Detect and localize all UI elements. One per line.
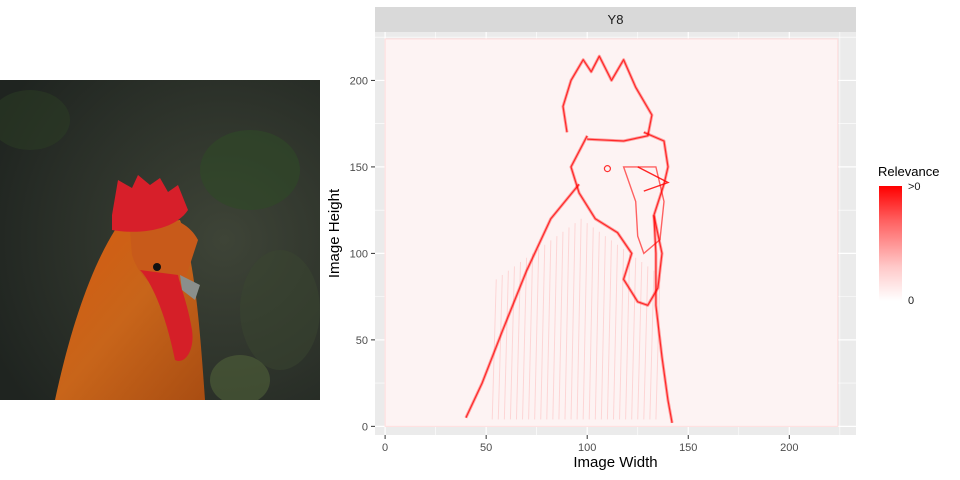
x-tick-label: 200 [780,442,798,454]
facet-strip: Y8 [375,7,856,32]
legend-max-label: >0 [908,181,921,193]
y-tick-label: 200 [350,75,368,87]
feather-texture [631,257,637,420]
feather-texture [558,231,564,420]
relevance-heatmap [384,38,839,427]
x-tick-label: 0 [382,442,388,454]
feather-texture [637,262,643,420]
y-tick-label: 0 [362,421,368,433]
facet-label: Y8 [607,12,624,27]
y-tick-label: 100 [350,248,368,260]
feather-texture [552,236,558,420]
feather-texture [600,236,606,420]
feather-texture [619,249,625,420]
x-tick-label: 50 [480,442,492,454]
feather-texture [503,270,509,420]
legend-title: Relevance [878,164,940,179]
feather-texture [564,227,570,420]
feather-texture [588,227,594,420]
eye-outline [603,165,612,173]
beak-outline [637,166,670,192]
y-axis-title: Image Height [326,188,344,279]
legend-colorbar [879,186,902,301]
x-tick-label: 100 [578,442,596,454]
feather-texture [655,274,661,420]
feather-texture [534,249,540,420]
feather-texture [612,244,619,420]
feather-texture [606,240,612,420]
feather-texture [546,240,552,420]
y-tick-label: 50 [356,335,368,347]
feather-texture [528,253,534,420]
feather-texture [570,223,576,420]
heatmap-svg [375,32,856,435]
legend-min-label: 0 [908,295,915,307]
feather-texture [515,262,522,420]
feather-texture [509,266,515,420]
comb-outline [562,55,653,142]
feather-texture [497,274,503,420]
rooster-photo [0,80,320,400]
x-tick-label: 150 [679,442,697,454]
feather-texture [643,266,649,420]
input-image [0,80,320,400]
feather-texture [649,270,655,420]
feather-texture [576,218,582,420]
y-axis: 0 50 100 150 200 [350,75,375,433]
feather-texture [594,231,600,420]
y-tick-label: 150 [350,162,368,174]
y-axis-title-wrap: Image Height [322,32,348,435]
feather-texture [522,257,528,420]
head-outline [570,131,669,306]
x-axis: 0 50 100 150 200 [382,435,798,454]
plot-panel [375,32,856,435]
wattle-outline [622,166,665,255]
feather-texture [491,279,497,420]
neck-outline-left [465,183,580,418]
feather-texture [625,253,631,420]
x-axis-title: Image Width [573,454,658,471]
heatmap-background [384,38,839,427]
neck-outline-right [653,215,673,424]
feather-texture [582,223,588,420]
feather-texture [540,244,546,420]
